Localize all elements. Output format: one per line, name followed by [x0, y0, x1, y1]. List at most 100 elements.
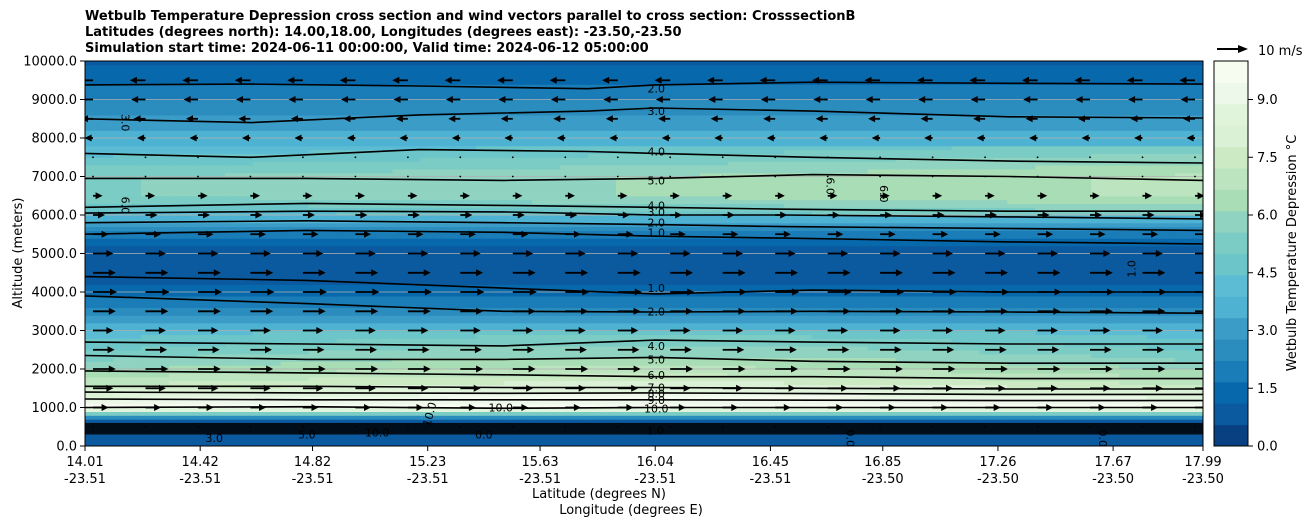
- field-cell: [783, 161, 813, 166]
- field-cell: [280, 272, 310, 278]
- field-cell: [1175, 326, 1203, 332]
- field-cell: [504, 284, 533, 289]
- wind-vector-head: [937, 211, 945, 219]
- field-cell: [727, 315, 757, 320]
- field-cell: [699, 226, 729, 231]
- field-cell: [532, 184, 561, 189]
- wind-vector-head: [445, 96, 453, 103]
- field-cell: [923, 149, 952, 154]
- field-cell: [839, 357, 869, 362]
- field-cell: [727, 318, 757, 324]
- field-cell: [113, 222, 142, 228]
- field-cell: [1175, 107, 1203, 112]
- wind-vector-head: [1157, 346, 1165, 354]
- field-cell: [252, 122, 282, 127]
- field-cell: [140, 388, 170, 393]
- field-cell: [476, 276, 505, 281]
- wind-vector-head: [976, 134, 984, 142]
- field-cell: [364, 107, 394, 112]
- field-cell: [895, 407, 924, 412]
- field-cell: [811, 195, 841, 201]
- contour-label: 5.0: [647, 353, 665, 366]
- field-cell: [672, 184, 701, 189]
- field-cell: [1147, 176, 1176, 181]
- field-cell: [113, 299, 142, 305]
- field-cell: [532, 407, 561, 412]
- contour-label: 2.0: [647, 217, 665, 230]
- field-cell: [140, 226, 170, 231]
- field-cell: [252, 61, 282, 66]
- field-cell: [1091, 172, 1120, 178]
- field-cell: [448, 349, 477, 355]
- field-cell: [811, 168, 841, 174]
- wind-vector-head: [843, 307, 851, 315]
- field-cell: [1175, 138, 1203, 143]
- field-cell: [1035, 168, 1064, 174]
- field-cell: [420, 334, 449, 339]
- field-cell: [336, 141, 366, 147]
- field-cell: [1007, 145, 1036, 151]
- x-tick-label-lon: -23.51: [292, 472, 334, 487]
- field-cell: [532, 226, 561, 231]
- field-cell: [867, 342, 897, 347]
- field-cell: [644, 168, 673, 174]
- field-cell: [895, 241, 924, 247]
- field-cell: [644, 272, 673, 278]
- field-cell: [672, 380, 701, 385]
- field-cell: [923, 68, 952, 74]
- field-cell: [867, 99, 897, 104]
- field-cell: [280, 361, 310, 366]
- field-cell: [140, 415, 170, 420]
- field-cell: [644, 145, 673, 151]
- field-cell: [839, 315, 869, 320]
- field-cell: [1175, 415, 1203, 420]
- field-cell: [727, 388, 757, 393]
- field-cell: [392, 295, 422, 301]
- field-cell: [979, 72, 1008, 78]
- field-cell: [755, 72, 785, 78]
- field-cell: [616, 172, 645, 178]
- field-cell: [951, 403, 980, 409]
- field-cell: [1119, 234, 1148, 239]
- field-cell: [252, 361, 282, 366]
- wind-vector-head: [528, 365, 536, 373]
- field-cell: [839, 380, 869, 385]
- field-cell: [1175, 153, 1203, 158]
- field-cell: [504, 234, 533, 239]
- field-cell: [168, 330, 198, 335]
- field-cell: [1063, 384, 1092, 389]
- field-cell: [420, 203, 449, 208]
- colorbar-label: Wetbulb Temperature Depression °C: [1285, 135, 1300, 372]
- field-cell: [308, 361, 338, 366]
- field-cell: [867, 61, 897, 66]
- field-cell: [699, 384, 729, 389]
- field-cell: [280, 64, 310, 70]
- contour-label: 2.0: [647, 83, 665, 96]
- field-cell: [113, 141, 142, 147]
- field-cell: [168, 438, 198, 443]
- field-cell: [979, 388, 1008, 393]
- field-cell: [644, 349, 673, 355]
- field-cell: [560, 126, 589, 131]
- field-cell: [1063, 76, 1092, 81]
- field-cell: [979, 261, 1008, 266]
- wind-vector-head: [813, 96, 821, 103]
- field-cell: [783, 257, 813, 262]
- field-cell: [168, 403, 198, 409]
- field-cell: [839, 241, 869, 247]
- field-cell: [1147, 349, 1176, 355]
- field-cell: [420, 141, 449, 147]
- field-cell: [616, 407, 645, 412]
- field-cell: [252, 168, 282, 174]
- field-cell: [392, 365, 422, 370]
- field-cell: [979, 184, 1008, 189]
- field-cell: [979, 276, 1008, 281]
- field-cell: [392, 207, 422, 212]
- field-cell: [224, 126, 254, 131]
- field-cell: [616, 392, 645, 397]
- field-cell: [644, 361, 673, 366]
- field-cell: [476, 184, 505, 189]
- field-cell: [1119, 72, 1148, 78]
- field-cell: [476, 80, 505, 85]
- field-cell: [1035, 149, 1064, 154]
